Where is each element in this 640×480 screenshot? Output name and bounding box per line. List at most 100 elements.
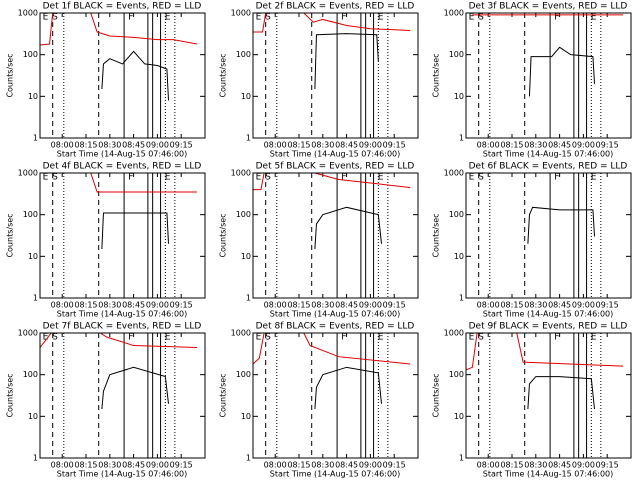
x-tick-label: 08:00: [477, 301, 500, 310]
marker-label: S: [52, 173, 58, 183]
panel-title: Det 1f BLACK = Events, RED = LLD: [43, 2, 202, 12]
x-tick-label: 08:45: [335, 141, 358, 150]
marker-label: F: [128, 173, 133, 183]
y-tick-label: 1: [246, 294, 251, 303]
x-tick-label: 09:15: [170, 141, 193, 150]
x-tick-label: 08:30: [311, 301, 334, 310]
panel: Det 1f BLACK = Events, RED = LLD Start Ti…: [6, 2, 206, 159]
y-tick-label: 100: [449, 210, 464, 219]
y-axis-label: Counts/sec: [6, 53, 15, 97]
x-tick-label: 08:30: [524, 141, 547, 150]
y-axis-label: Counts/sec: [432, 373, 441, 417]
marker-label: E: [165, 13, 171, 23]
x-tick-label: 09:15: [170, 461, 193, 470]
panel: Det 6f BLACK = Events, RED = LLD Start Ti…: [432, 162, 632, 319]
x-tick-label: 09:00: [359, 301, 382, 310]
series-line: [253, 173, 411, 191]
x-tick-label: 09:00: [572, 461, 595, 470]
marker-label: F: [341, 333, 346, 343]
series-line: [40, 13, 198, 46]
x-tick-label: 08:30: [98, 141, 121, 150]
panel-title: Det 7f BLACK = Events, RED = LLD: [43, 322, 202, 332]
x-tick-label: 08:45: [335, 461, 358, 470]
marker-label: E: [256, 173, 262, 183]
x-axis-label: Start Time (14-Aug-15 07:46:00): [57, 470, 188, 479]
x-tick-label: 08:45: [335, 301, 358, 310]
marker-label: F: [341, 13, 346, 23]
marker-label: S: [52, 13, 58, 23]
x-tick-label: 09:15: [596, 301, 619, 310]
y-tick-label: 1000: [231, 9, 251, 18]
y-tick-label: 1000: [444, 329, 464, 338]
x-axis-label: Start Time (14-Aug-15 07:46:00): [270, 470, 401, 479]
marker-label: S: [478, 173, 484, 183]
y-axis-label: Counts/sec: [432, 53, 441, 97]
panel-title: Det 4f BLACK = Events, RED = LLD: [43, 162, 202, 172]
y-tick-label: 1: [246, 454, 251, 463]
x-tick-label: 08:45: [548, 141, 571, 150]
y-tick-label: 10: [28, 412, 38, 421]
plot-frame: [39, 172, 206, 299]
x-tick-label: 08:00: [264, 461, 287, 470]
series-line: [253, 333, 411, 365]
marker-label: E: [43, 333, 49, 343]
x-tick-label: 08:45: [548, 461, 571, 470]
series-line: [466, 333, 624, 371]
y-tick-label: 1000: [18, 9, 38, 18]
plot-frame: [465, 172, 632, 299]
marker-label: E: [591, 13, 597, 23]
panel: Det 2f BLACK = Events, RED = LLD Start Ti…: [219, 2, 419, 159]
x-tick-label: 08:15: [74, 301, 97, 310]
marker-label: E: [591, 333, 597, 343]
marker-label: E: [256, 13, 262, 23]
x-tick-label: 09:00: [572, 301, 595, 310]
marker-label: E: [43, 13, 49, 23]
y-tick-label: 100: [23, 50, 38, 59]
x-tick-label: 09:00: [146, 301, 169, 310]
marker-label: E: [43, 173, 49, 183]
panel: Det 5f BLACK = Events, RED = LLD Start Ti…: [219, 162, 419, 319]
panel: Det 7f BLACK = Events, RED = LLD Start Ti…: [6, 322, 206, 479]
series-line: [40, 173, 198, 193]
marker-label: F: [554, 173, 559, 183]
x-tick-label: 08:15: [74, 141, 97, 150]
y-axis-label: Counts/sec: [6, 373, 15, 417]
y-tick-label: 1: [33, 294, 38, 303]
x-tick-label: 08:30: [311, 141, 334, 150]
marker-label: E: [469, 13, 475, 23]
x-axis-label: Start Time (14-Aug-15 07:46:00): [270, 310, 401, 319]
y-tick-label: 1000: [231, 169, 251, 178]
x-tick-label: 08:30: [524, 301, 547, 310]
panel-title: Det 5f BLACK = Events, RED = LLD: [256, 162, 415, 172]
panel-title: Det 3f BLACK = Events, RED = LLD: [469, 2, 628, 12]
x-tick-label: 09:15: [383, 301, 406, 310]
y-tick-label: 10: [241, 92, 251, 101]
panel: Det 8f BLACK = Events, RED = LLD Start Ti…: [219, 322, 419, 479]
panel: Det 4f BLACK = Events, RED = LLD Start Ti…: [6, 162, 206, 319]
y-tick-label: 1: [459, 294, 464, 303]
plot-frame: [252, 332, 419, 459]
marker-label: E: [469, 173, 475, 183]
y-tick-label: 100: [23, 210, 38, 219]
series-line: [314, 33, 379, 90]
y-tick-label: 1000: [231, 329, 251, 338]
y-tick-label: 1: [246, 134, 251, 143]
plot-frame: [465, 332, 632, 459]
x-tick-label: 08:45: [122, 301, 145, 310]
y-tick-label: 100: [449, 50, 464, 59]
x-tick-label: 08:15: [500, 461, 523, 470]
x-tick-label: 08:15: [287, 141, 310, 150]
marker-label: E: [378, 173, 384, 183]
x-tick-label: 09:00: [146, 141, 169, 150]
y-tick-label: 1: [459, 454, 464, 463]
x-tick-label: 08:00: [51, 141, 74, 150]
x-tick-label: 09:00: [359, 461, 382, 470]
y-tick-label: 100: [23, 370, 38, 379]
marker-label: E: [165, 333, 171, 343]
plot-frame: [465, 12, 632, 139]
y-axis-label: Counts/sec: [219, 213, 228, 257]
x-tick-label: 08:15: [500, 141, 523, 150]
series-line: [253, 13, 411, 33]
y-tick-label: 1: [33, 454, 38, 463]
